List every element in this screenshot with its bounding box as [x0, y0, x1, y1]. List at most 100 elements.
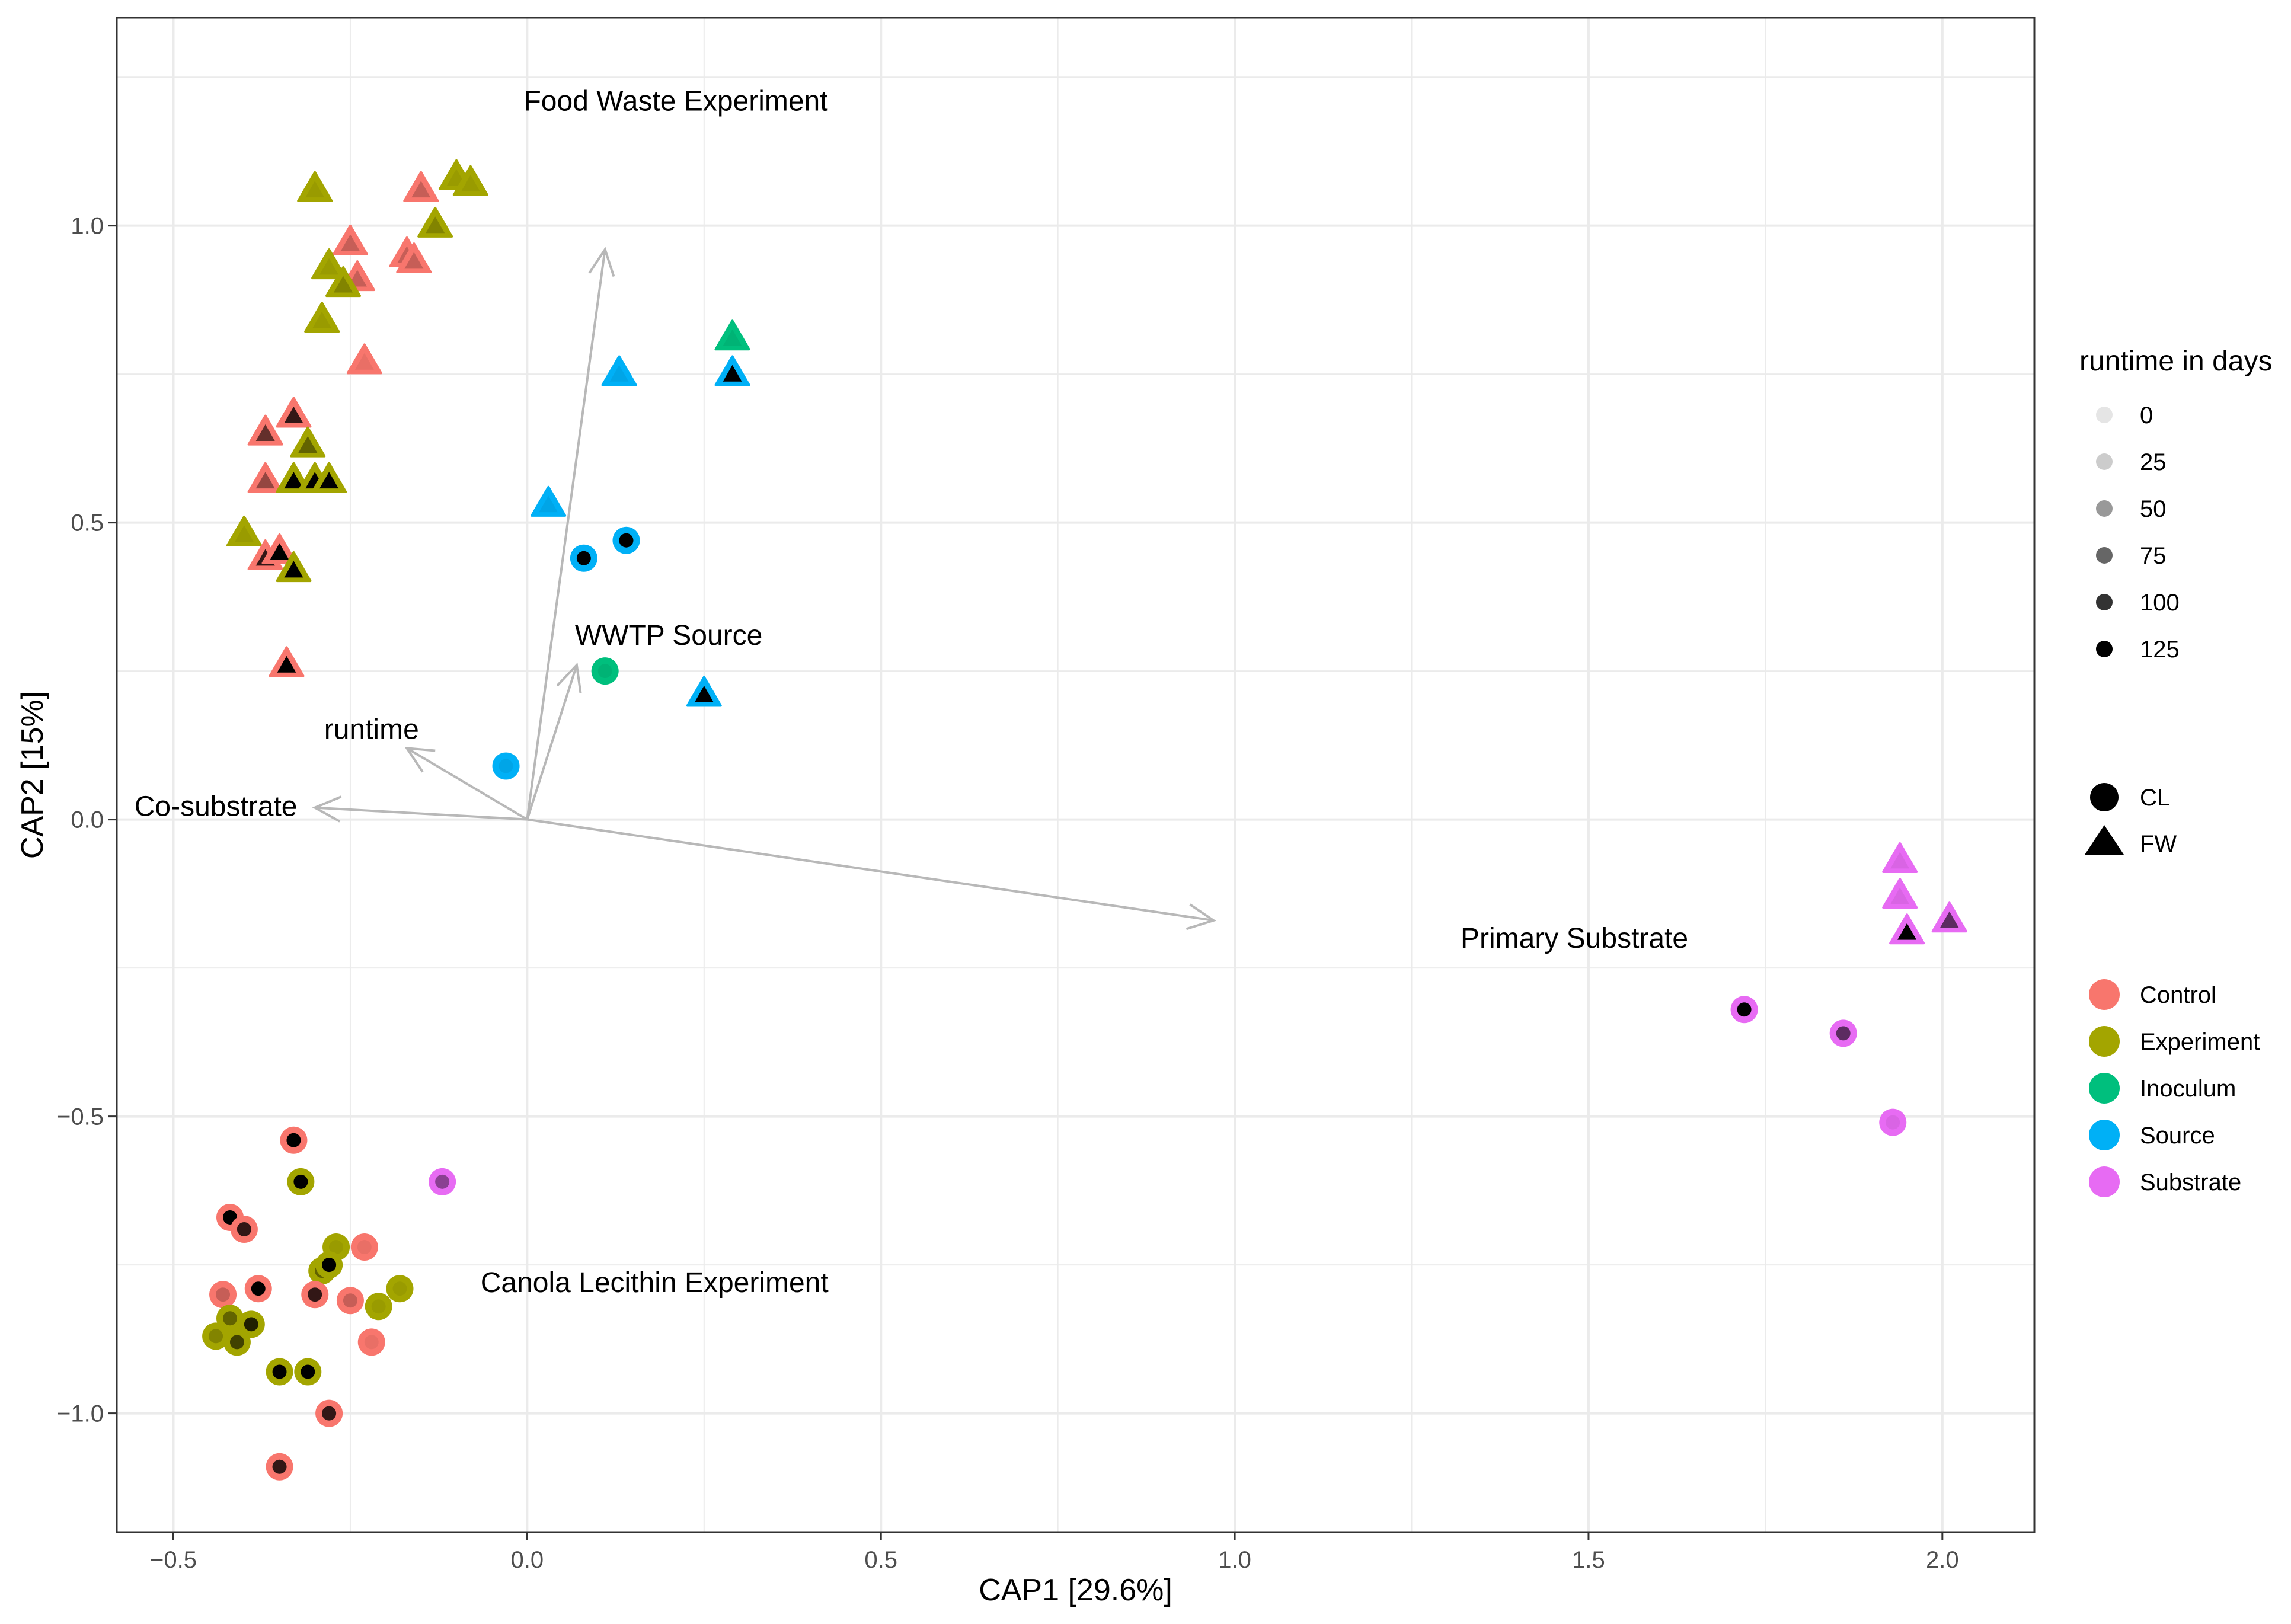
data-point [247, 414, 283, 446]
data-point-marker [336, 1287, 364, 1315]
data-point [294, 1358, 322, 1386]
data-point-marker [332, 224, 368, 255]
data-point-runtime-dot [1886, 1115, 1900, 1130]
data-point-runtime-dot [305, 181, 325, 198]
data-point-runtime-dot [1890, 852, 1910, 869]
data-point-runtime-dot [539, 495, 558, 513]
data-point [202, 1322, 230, 1350]
data-point [266, 1453, 293, 1481]
data-point-runtime-dot [222, 1311, 237, 1326]
data-point [386, 1275, 414, 1303]
data-point-runtime-dot [333, 276, 353, 293]
data-point-runtime-dot [229, 1335, 244, 1350]
x-tick-label: 1.0 [1218, 1547, 1251, 1573]
data-point [247, 462, 283, 493]
data-point [311, 462, 347, 493]
legend-color-label: Source [2140, 1123, 2215, 1149]
data-point [350, 1233, 378, 1261]
data-point-runtime-dot [322, 1406, 337, 1421]
data-point [269, 646, 305, 677]
vector-arrowhead [556, 662, 582, 693]
data-point [209, 1281, 237, 1309]
data-point [612, 526, 640, 554]
legend-color-label: Substrate [2140, 1169, 2241, 1195]
vector-label: Co-substrate [135, 791, 298, 823]
legend-color-key [2089, 1120, 2120, 1150]
data-point-runtime-dot [1890, 887, 1910, 904]
legend-color-key [2089, 1073, 2120, 1104]
data-point-runtime-dot [272, 1459, 287, 1474]
data-point [230, 1216, 258, 1243]
data-point-runtime-dot [284, 406, 303, 423]
legend-runtime-label: 0 [2140, 402, 2153, 429]
data-point [1730, 996, 1758, 1024]
y-tick-label: −0.5 [57, 1104, 104, 1130]
annotation-label: Primary Substrate [1461, 923, 1688, 954]
data-point-marker [350, 1233, 378, 1261]
data-point-runtime-dot [308, 1287, 322, 1302]
data-point-runtime-dot [272, 1364, 287, 1379]
data-point-marker [492, 752, 520, 780]
data-point [531, 485, 567, 517]
data-point-marker [386, 1275, 414, 1303]
legend-color-label: Inoculum [2140, 1076, 2236, 1102]
vector-arrow-line [527, 818, 1214, 922]
legend-runtime-key [2096, 547, 2113, 564]
vector-arrowhead [404, 747, 436, 773]
data-point-runtime-dot [461, 175, 480, 192]
data-point-runtime-dot [694, 685, 714, 702]
legend-runtime-label: 50 [2140, 496, 2167, 522]
data-point-runtime-dot [1897, 923, 1917, 940]
data-point-marker [591, 657, 619, 685]
data-point-runtime-dot [255, 424, 275, 441]
data-point [1882, 842, 1918, 874]
data-point [287, 1168, 315, 1195]
data-point-marker [304, 302, 340, 333]
vector-arrow-line [526, 249, 606, 820]
vector-arrow-line [526, 664, 578, 820]
data-point-runtime-dot [411, 181, 431, 198]
y-tick-label: −1.0 [57, 1401, 104, 1427]
data-point-runtime-dot [597, 664, 612, 679]
data-point-runtime-dot [251, 1281, 266, 1296]
legend-runtime-label: 75 [2140, 543, 2167, 569]
data-point-runtime-dot [255, 472, 275, 489]
data-point-runtime-dot [392, 1281, 407, 1296]
data-point-runtime-dot [354, 353, 374, 370]
data-point-runtime-dot [1939, 911, 1959, 928]
data-point-marker [226, 515, 262, 546]
data-point [311, 248, 347, 280]
data-point-marker [346, 343, 382, 375]
data-point [297, 171, 333, 202]
data-point [304, 302, 340, 333]
data-point [1931, 901, 1967, 933]
data-point-runtime-dot [404, 252, 424, 269]
data-point-marker [452, 165, 488, 196]
data-point-marker [429, 1168, 456, 1195]
data-point-marker [714, 319, 750, 351]
data-point-runtime-dot [284, 472, 303, 489]
legend-shape-label: FW [2140, 831, 2177, 857]
data-point [276, 551, 312, 583]
data-point-runtime-dot [426, 216, 445, 234]
data-point-runtime-dot [435, 1174, 450, 1189]
data-point [492, 752, 520, 780]
data-point-marker [297, 171, 333, 202]
annotation-label: WWTP Source [575, 620, 763, 651]
data-point-runtime-dot [237, 1222, 251, 1236]
vector-arrowhead [588, 247, 615, 277]
data-point-runtime-dot [619, 533, 634, 548]
grid-lines [117, 18, 2034, 1532]
data-point [280, 1126, 308, 1154]
data-point-runtime-dot [319, 472, 339, 489]
data-point-runtime-dot [723, 329, 742, 346]
data-point [261, 533, 298, 565]
x-tick-label: 2.0 [1926, 1547, 1959, 1573]
data-point [357, 1328, 385, 1356]
annotation-label: Food Waste Experiment [523, 85, 827, 117]
data-point-runtime-dot [723, 365, 742, 382]
data-point [301, 1281, 329, 1309]
legend-runtime-key [2096, 641, 2113, 657]
legend-color-label: Experiment [2140, 1029, 2260, 1055]
data-point [332, 224, 368, 255]
